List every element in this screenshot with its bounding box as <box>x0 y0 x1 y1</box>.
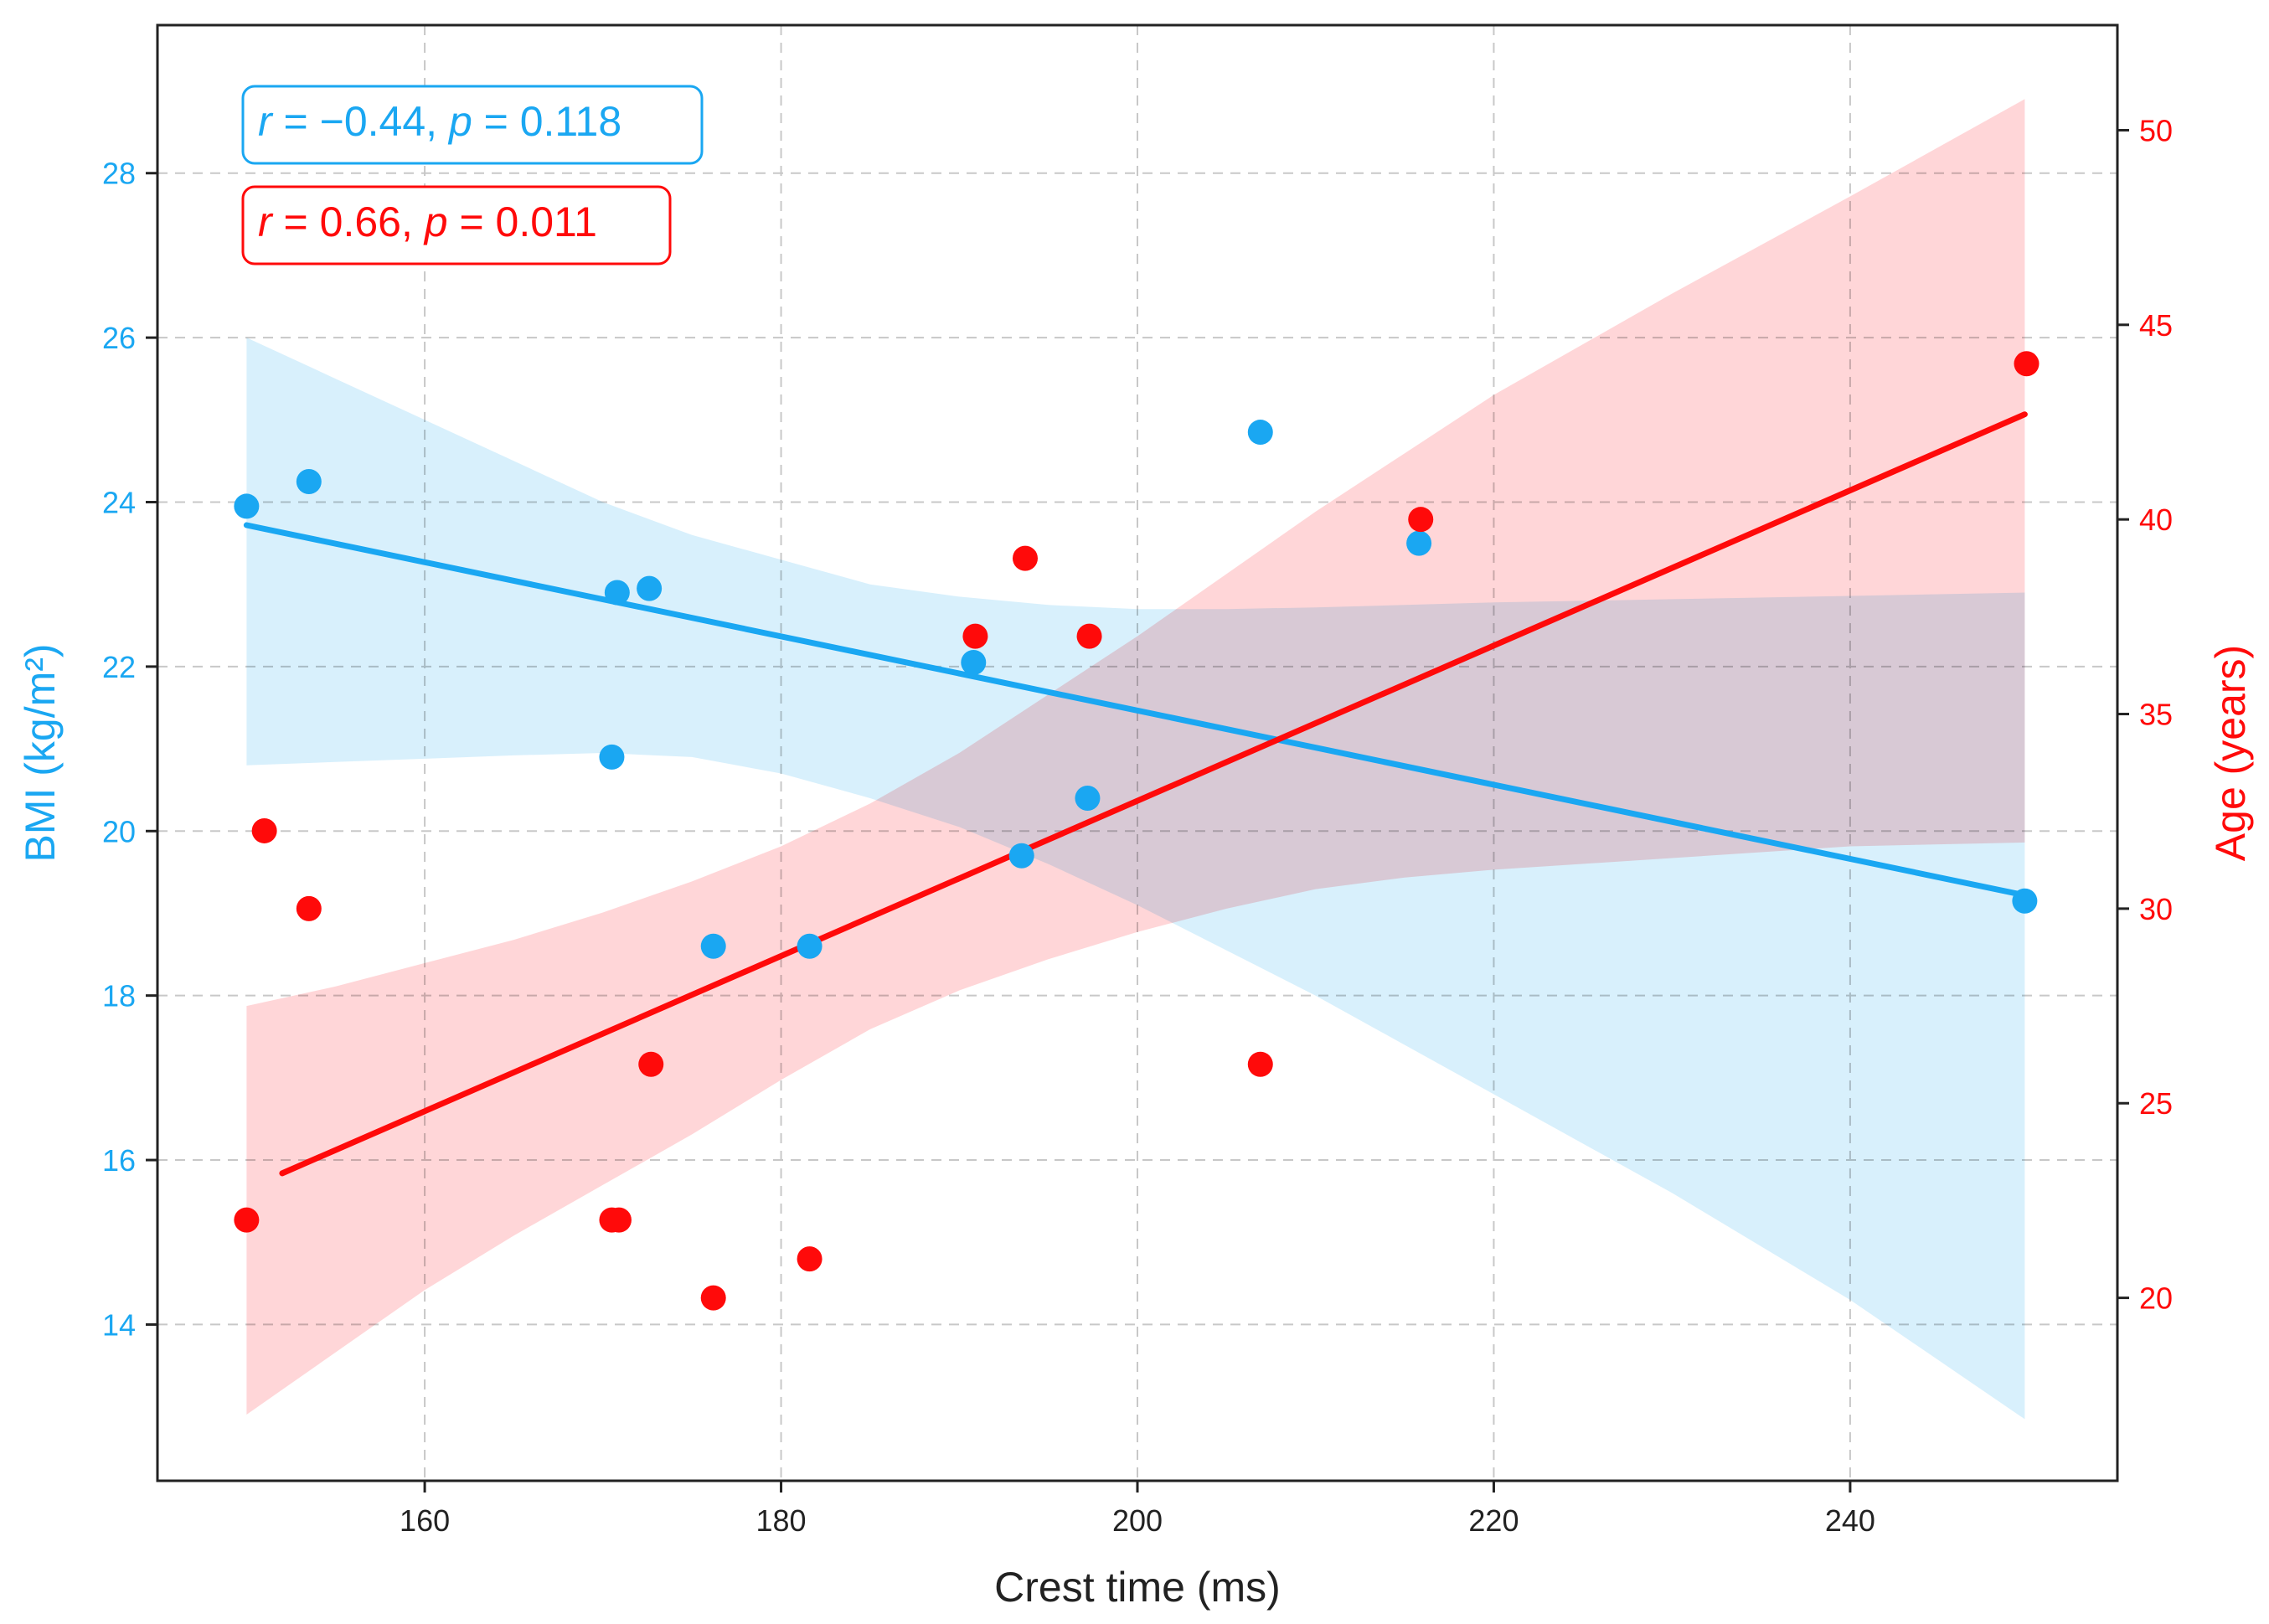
y-left-tick-label: 18 <box>102 979 136 1013</box>
y-right-tick-label: 35 <box>2139 698 2173 732</box>
y-left-tick-label: 26 <box>102 321 136 355</box>
y-left-tick-label: 22 <box>102 650 136 684</box>
y-right-tick-label: 45 <box>2139 308 2173 343</box>
confidence-bands <box>246 99 2025 1420</box>
annotation-bmi-box <box>241 85 704 165</box>
regression-line-age <box>279 411 2028 1177</box>
point-bmi <box>296 468 322 494</box>
point-age <box>251 817 277 843</box>
point-bmi <box>961 649 987 675</box>
annotation-bmi-p-value: = 0.118 <box>472 98 621 145</box>
point-age <box>700 1285 726 1311</box>
point-bmi <box>1247 420 1273 446</box>
x-tick-label: 200 <box>1112 1503 1163 1538</box>
ticks: 160 180 200 220 240 14 16 18 20 22 24 26 28 20 25 30 35 4… <box>102 113 2173 1538</box>
annotation-age-r-value: = 0.66, <box>272 198 425 245</box>
y-right-tick-label: 50 <box>2139 113 2173 147</box>
annotation-bmi-p: p <box>447 98 472 145</box>
annotation-age-text: r = 0.66, p = 0.011 <box>258 198 597 245</box>
y-left-tick-label: 20 <box>102 814 136 848</box>
point-bmi <box>599 744 625 770</box>
regression-lines <box>243 411 2028 1177</box>
x-axis-label: Crest time (ms) <box>994 1564 1281 1611</box>
annotation-bmi-r-value: = −0.44, <box>272 98 449 145</box>
point-age <box>2014 351 2040 377</box>
y-axis-right-label: Age (years) <box>2207 645 2254 861</box>
annotation-bmi: r = −0.44, p = 0.118 <box>241 85 704 165</box>
confidence-band-age <box>246 99 2025 1415</box>
y-left-tick-label: 28 <box>102 157 136 191</box>
point-age <box>606 1207 632 1233</box>
point-bmi <box>604 580 630 606</box>
point-age <box>1012 545 1038 571</box>
data-points <box>234 351 2040 1311</box>
x-tick-label: 160 <box>400 1503 450 1538</box>
y-right-tick-label: 25 <box>2139 1086 2173 1121</box>
point-age <box>1247 1051 1273 1077</box>
annotation-age-p: p <box>423 198 448 245</box>
x-tick-label: 220 <box>1468 1503 1519 1538</box>
point-bmi <box>1075 786 1101 812</box>
annotation-bmi-text: r = −0.44, p = 0.118 <box>258 98 621 145</box>
point-age <box>797 1246 823 1272</box>
point-age <box>234 1207 260 1233</box>
annotation-bmi-r: r <box>258 98 274 145</box>
point-bmi <box>797 933 823 959</box>
y-right-tick-label: 20 <box>2139 1281 2173 1316</box>
point-age <box>962 623 988 649</box>
point-bmi <box>1008 843 1034 869</box>
x-tick-label: 180 <box>756 1503 807 1538</box>
regression-line-bmi <box>243 522 2028 899</box>
point-age <box>1076 623 1102 649</box>
annotation-age-p-value: = 0.011 <box>448 198 597 245</box>
y-left-tick-label: 24 <box>102 486 136 520</box>
point-bmi <box>234 493 260 519</box>
annotation-age-box <box>241 185 672 266</box>
point-bmi <box>2012 888 2038 914</box>
point-age <box>638 1051 664 1077</box>
y-axis-left-label: BMI (kg/m²) <box>17 643 64 862</box>
point-bmi <box>1406 530 1432 556</box>
x-tick-label: 240 <box>1825 1503 1875 1538</box>
point-bmi <box>700 933 726 959</box>
point-age <box>1408 507 1434 533</box>
point-age <box>296 895 322 921</box>
y-right-tick-label: 40 <box>2139 503 2173 537</box>
y-left-tick-label: 14 <box>102 1307 136 1342</box>
annotation-age-r: r <box>258 198 274 245</box>
y-left-tick-label: 16 <box>102 1143 136 1178</box>
annotation-age: r = 0.66, p = 0.011 <box>241 185 672 266</box>
point-bmi <box>637 575 663 601</box>
y-right-tick-label: 30 <box>2139 892 2173 926</box>
